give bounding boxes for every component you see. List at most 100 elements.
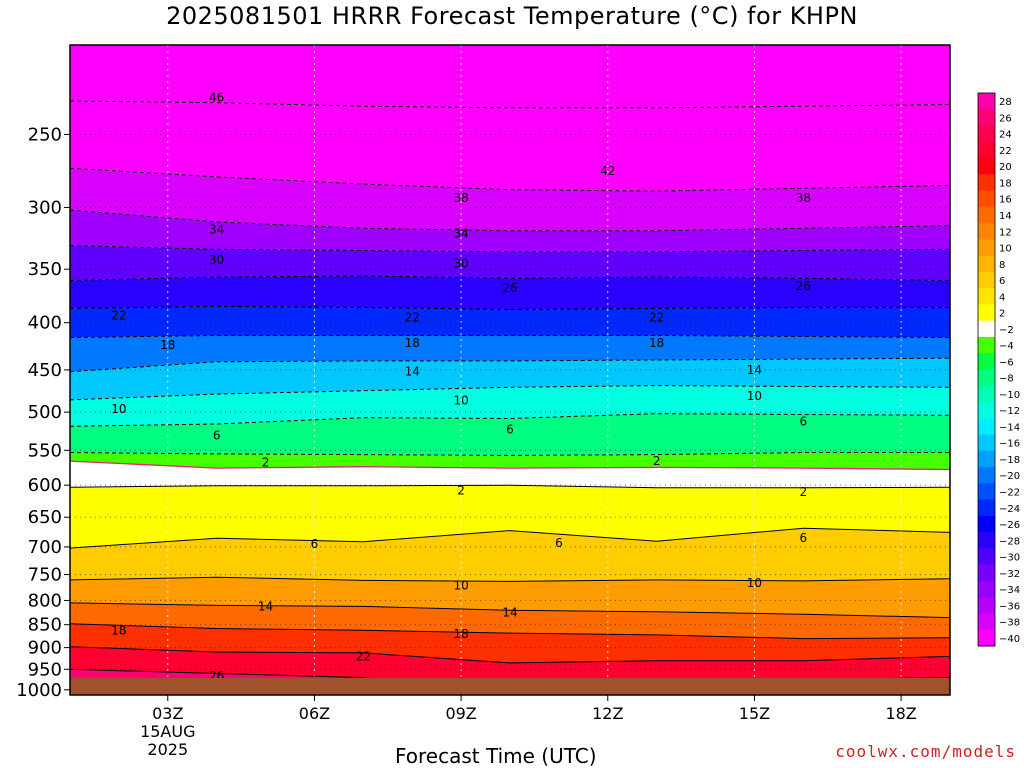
colorbar-label: −6 [999,357,1014,368]
colorbar-label: −22 [999,487,1020,498]
colorbar-swatch [978,255,995,273]
colorbar-label: −40 [999,634,1020,645]
colorbar-label: 2 [999,309,1005,320]
contour-line [70,646,950,664]
contour-label: 30 [453,256,468,270]
colorbar-swatch [978,580,995,598]
temperature-band [70,452,950,470]
colorbar-label: 28 [999,97,1012,108]
colorbar-swatch [978,548,995,566]
contour-label: 22 [405,311,420,325]
contour-label: 46 [209,90,224,104]
y-tick-label: 600 [28,475,62,496]
colorbar-label: −12 [999,406,1020,417]
contour-label: 14 [258,599,273,613]
x-tick-label: 03Z [152,704,183,723]
y-tick-label: 650 [28,507,62,528]
colorbar-swatch [978,483,995,501]
y-tick-label: 700 [28,537,62,558]
contour-label: 14 [747,363,762,377]
colorbar-label: −34 [999,585,1020,596]
x-tick-label: 06Z [299,704,330,723]
x-tick-label: 09Z [445,704,476,723]
colorbar-label: 8 [999,260,1005,271]
contour-label: 18 [111,623,126,637]
colorbar-swatch [978,402,995,419]
contour-label: 26 [796,279,811,293]
colorbar-label: −2 [999,325,1014,336]
contour-label: 2 [457,483,465,497]
contour-line [70,623,950,640]
colorbar-label: −4 [999,341,1014,352]
temperature-band [70,602,950,639]
colorbar-label: 14 [999,211,1012,222]
colorbar-label: 10 [999,244,1012,255]
colorbar-swatch [978,320,995,338]
x-tick-label: 15Z [739,704,770,723]
contour-label: 34 [453,226,468,240]
colorbar-label: −14 [999,422,1020,433]
x-axis-label: Forecast Time (UTC) [395,744,597,768]
colorbar-swatch [978,206,995,224]
contour-label: 6 [311,537,319,551]
colorbar-label: −20 [999,471,1020,482]
x-tick-label: 18Z [885,704,916,723]
temperature-band [70,385,950,427]
contour-line [70,527,950,549]
contour-label: 18 [453,627,468,641]
contour-label: 38 [796,191,811,205]
y-tick-label: 900 [28,638,62,659]
contour-label: 10 [453,579,468,593]
contour-label: 26 [502,281,517,295]
colorbar-swatch [978,434,995,452]
contour-label: 22 [649,311,664,325]
colorbar-label: −32 [999,569,1020,580]
y-tick-label: 1000 [16,680,62,701]
colorbar-swatch [978,141,995,159]
colorbar-swatch [978,629,995,647]
contour-label: 10 [747,576,762,590]
temperature-band [70,528,950,582]
contour-label: 6 [555,536,563,550]
site-credit[interactable]: coolwx.com/models [835,742,1016,761]
colorbar-label: 22 [999,146,1012,157]
y-tick-label: 850 [28,615,62,636]
y-tick-label: 950 [28,659,62,680]
contour-label: 2 [800,485,808,499]
contour-label: 6 [800,531,808,545]
colorbar-label: 12 [999,227,1012,238]
colorbar-swatch [978,271,995,289]
colorbar-swatch [978,597,995,614]
contour-line [70,460,950,471]
contour-label: 38 [453,191,468,205]
colorbar-label: −36 [999,601,1020,612]
temperature-band [70,101,950,192]
colorbar-swatch [978,93,995,110]
colorbar-label: −18 [999,455,1020,466]
colorbar-swatch [978,613,995,631]
colorbar-frame [977,92,996,647]
y-tick-label: 350 [28,259,62,280]
contour-line [70,209,950,232]
contour-label: 18 [160,338,175,352]
colorbar-swatch [978,467,995,484]
temperature-band [70,577,950,618]
colorbar-swatch [978,223,995,240]
colorbar-swatch [978,125,995,143]
date-label: 15AUG [140,722,195,741]
temperature-band [70,413,950,456]
temperature-band [70,306,950,338]
contour-label: 22 [356,649,371,663]
colorbar-swatch [978,239,995,257]
contour-label: 14 [502,605,517,619]
temperature-band [70,335,950,372]
contour-label: 34 [209,223,224,237]
contour-label: 6 [800,415,808,429]
colorbar-label: 20 [999,162,1012,173]
y-tick-label: 750 [28,565,62,586]
contour-label: 10 [747,389,762,403]
colorbar-label: 26 [999,113,1012,124]
y-tick-label: 800 [28,590,62,611]
y-tick-label: 400 [28,313,62,334]
